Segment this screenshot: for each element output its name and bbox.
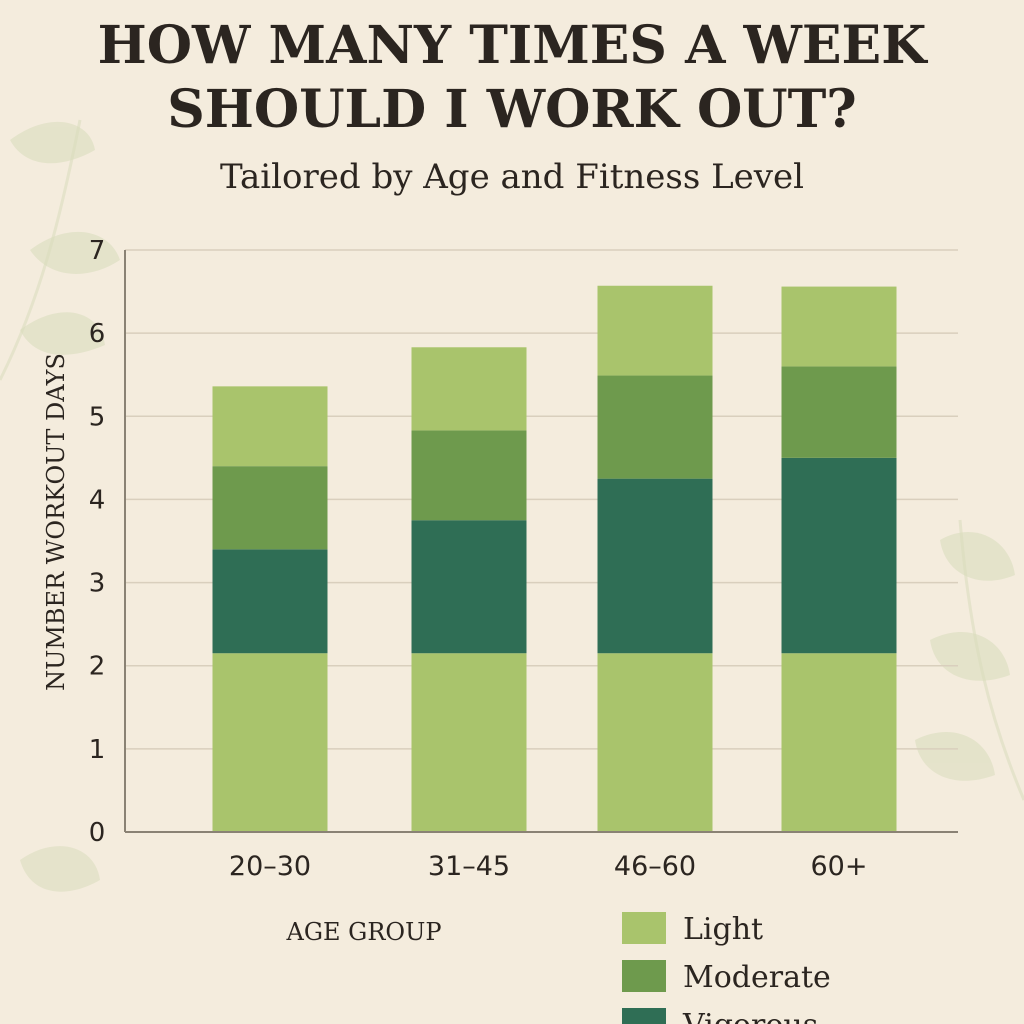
legend-swatch: [622, 912, 666, 944]
chart-subtitle: Tailored by Age and Fitness Level: [220, 157, 804, 197]
legend-label: Light: [683, 912, 763, 947]
x-axis-label: AGE GROUP: [286, 918, 442, 946]
chart-title-line-1: HOW MANY TIMES A WEEK: [97, 15, 927, 76]
bar-segment-base: [411, 653, 527, 832]
y-tick-label: 6: [89, 319, 106, 349]
y-tick-label: 7: [89, 236, 106, 266]
y-tick-label: 0: [89, 818, 106, 848]
bar-segment-moderate: [781, 366, 897, 458]
y-axis-label: NUMBER WORKOUT DAYS: [42, 353, 70, 691]
legend-swatch: [622, 960, 666, 992]
chart-title: HOW MANY TIMES A WEEK SHOULD I WORK OUT?: [0, 14, 1024, 142]
bar-segment-light: [212, 386, 328, 467]
legend-label: Moderate: [683, 960, 831, 995]
x-tick-label: 20–30: [229, 851, 311, 882]
legend-swatch: [622, 1008, 666, 1024]
bar-segment-base: [597, 653, 713, 832]
x-tick-label: 31–45: [428, 851, 510, 882]
bar-segment-vigorous: [411, 520, 527, 654]
chart-title-line-2: SHOULD I WORK OUT?: [167, 79, 857, 140]
y-tick-label: 2: [89, 652, 106, 682]
bar-segment-light: [597, 285, 713, 376]
bar-segment-base: [212, 653, 328, 832]
bar-segment-light: [781, 286, 897, 367]
bar-segment-vigorous: [781, 457, 897, 654]
bars: [212, 285, 897, 832]
axes: [124, 250, 958, 833]
legend: Light Moderate Vigorous: [622, 912, 831, 1024]
y-tick-label: 3: [89, 569, 106, 599]
bar-segment-moderate: [597, 375, 713, 479]
bar-segment-base: [781, 653, 897, 832]
y-tick-labels: 0 1 2 3 4 5 6 7: [89, 236, 106, 848]
bar-segment-moderate: [411, 430, 527, 521]
bar-segment-light: [411, 347, 527, 431]
bar-segment-vigorous: [597, 478, 713, 654]
bar-segment-moderate: [212, 466, 328, 550]
y-tick-label: 1: [89, 735, 106, 765]
x-tick-label: 60+: [811, 851, 868, 882]
y-tick-label: 4: [89, 485, 106, 515]
bar-segment-vigorous: [212, 549, 328, 654]
y-tick-label: 5: [89, 402, 106, 432]
x-tick-labels: 20–30 31–45 46–60 60+: [229, 851, 868, 882]
legend-label: Vigorous: [682, 1008, 818, 1024]
x-tick-label: 46–60: [614, 851, 696, 882]
